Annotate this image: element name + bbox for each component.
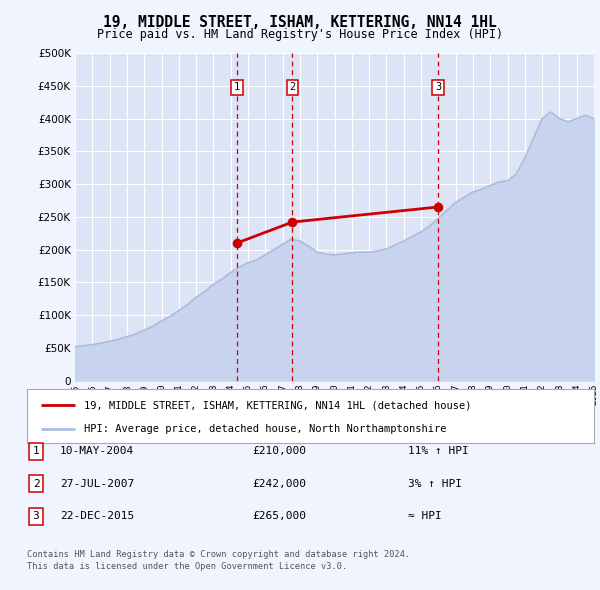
Text: £265,000: £265,000 <box>252 512 306 521</box>
Text: 11% ↑ HPI: 11% ↑ HPI <box>408 447 469 456</box>
Text: £210,000: £210,000 <box>252 447 306 456</box>
Text: 3: 3 <box>435 83 441 93</box>
Text: £242,000: £242,000 <box>252 479 306 489</box>
Text: 10-MAY-2004: 10-MAY-2004 <box>60 447 134 456</box>
Text: 2: 2 <box>289 83 296 93</box>
Text: 19, MIDDLE STREET, ISHAM, KETTERING, NN14 1HL: 19, MIDDLE STREET, ISHAM, KETTERING, NN1… <box>103 15 497 30</box>
Point <box>232 238 242 248</box>
Text: 2: 2 <box>32 479 40 489</box>
Text: 3% ↑ HPI: 3% ↑ HPI <box>408 479 462 489</box>
Text: Price paid vs. HM Land Registry's House Price Index (HPI): Price paid vs. HM Land Registry's House … <box>97 28 503 41</box>
Text: HPI: Average price, detached house, North Northamptonshire: HPI: Average price, detached house, Nort… <box>84 424 446 434</box>
Text: 1: 1 <box>234 83 240 93</box>
Text: ≈ HPI: ≈ HPI <box>408 512 442 521</box>
Text: 1: 1 <box>32 447 40 456</box>
Point <box>287 217 297 227</box>
Text: 27-JUL-2007: 27-JUL-2007 <box>60 479 134 489</box>
Text: Contains HM Land Registry data © Crown copyright and database right 2024.: Contains HM Land Registry data © Crown c… <box>27 550 410 559</box>
Text: 19, MIDDLE STREET, ISHAM, KETTERING, NN14 1HL (detached house): 19, MIDDLE STREET, ISHAM, KETTERING, NN1… <box>84 401 471 410</box>
Text: 3: 3 <box>32 512 40 521</box>
Text: This data is licensed under the Open Government Licence v3.0.: This data is licensed under the Open Gov… <box>27 562 347 571</box>
Point <box>433 202 443 212</box>
Text: 22-DEC-2015: 22-DEC-2015 <box>60 512 134 521</box>
